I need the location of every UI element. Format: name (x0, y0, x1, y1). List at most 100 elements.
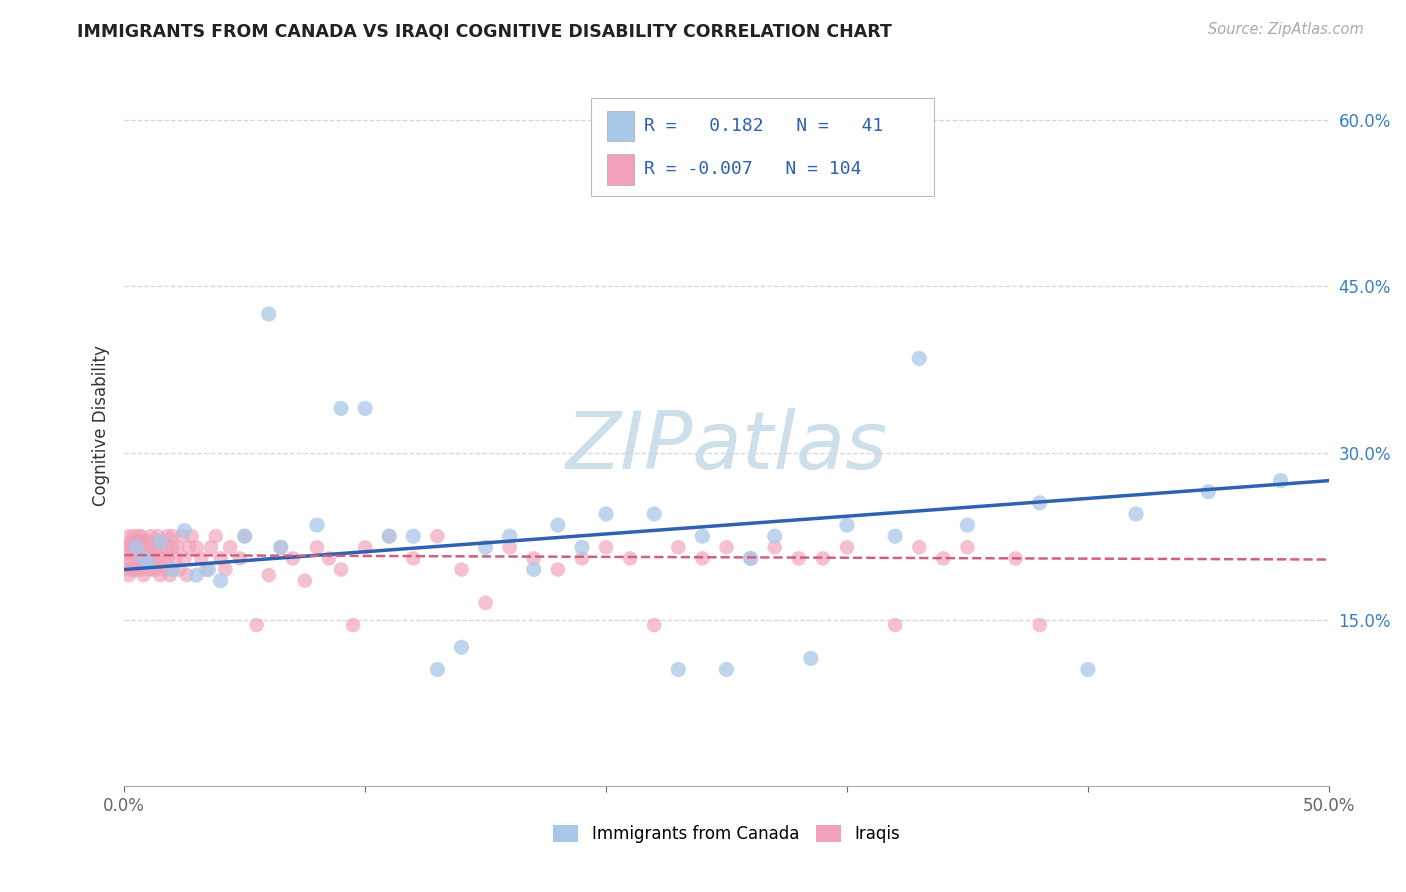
Immigrants from Canada (1125, 507, 1147, 521)
Immigrants from Canada (908, 351, 931, 366)
Immigrants from Canada (595, 507, 617, 521)
Iraqis (139, 541, 162, 555)
Iraqis (200, 541, 222, 555)
Iraqis (146, 551, 169, 566)
Iraqis (125, 534, 148, 549)
Iraqis (257, 568, 280, 582)
Iraqis (180, 529, 202, 543)
Iraqis (120, 534, 142, 549)
Iraqis (115, 562, 138, 576)
Iraqis (153, 541, 176, 555)
Immigrants from Canada (402, 529, 425, 543)
Iraqis (132, 568, 155, 582)
Iraqis (132, 534, 155, 549)
Iraqis (136, 534, 159, 549)
Immigrants from Canada (209, 574, 232, 588)
Iraqis (135, 541, 157, 555)
Text: R =   0.182   N =   41: R = 0.182 N = 41 (644, 118, 883, 136)
Immigrants from Canada (1077, 663, 1099, 677)
Immigrants from Canada (197, 562, 219, 576)
Iraqis (956, 541, 979, 555)
Iraqis (173, 551, 195, 566)
Iraqis (643, 618, 665, 632)
Immigrants from Canada (835, 518, 858, 533)
Iraqis (330, 562, 353, 576)
Iraqis (233, 529, 256, 543)
Immigrants from Canada (956, 518, 979, 533)
Iraqis (135, 551, 157, 566)
Iraqis (294, 574, 316, 588)
Iraqis (136, 551, 159, 566)
Iraqis (129, 562, 152, 576)
Iraqis (139, 529, 162, 543)
Iraqis (835, 541, 858, 555)
Y-axis label: Cognitive Disability: Cognitive Disability (93, 344, 110, 506)
Iraqis (692, 551, 714, 566)
Iraqis (159, 568, 181, 582)
Iraqis (209, 551, 232, 566)
Iraqis (129, 541, 152, 555)
Iraqis (145, 562, 167, 576)
Iraqis (152, 551, 174, 566)
Iraqis (214, 562, 236, 576)
Iraqis (1028, 618, 1050, 632)
Text: R = -0.007   N = 104: R = -0.007 N = 104 (644, 161, 860, 178)
Iraqis (666, 541, 689, 555)
Immigrants from Canada (233, 529, 256, 543)
Iraqis (146, 529, 169, 543)
Iraqis (176, 568, 198, 582)
Iraqis (190, 551, 212, 566)
Iraqis (162, 541, 184, 555)
Immigrants from Canada (1028, 496, 1050, 510)
Iraqis (547, 562, 569, 576)
Iraqis (149, 541, 172, 555)
Iraqis (595, 541, 617, 555)
Iraqis (128, 546, 150, 560)
Immigrants from Canada (136, 557, 159, 571)
Iraqis (402, 551, 425, 566)
Text: IMMIGRANTS FROM CANADA VS IRAQI COGNITIVE DISABILITY CORRELATION CHART: IMMIGRANTS FROM CANADA VS IRAQI COGNITIV… (77, 22, 893, 40)
Iraqis (163, 551, 186, 566)
Iraqis (186, 541, 208, 555)
Iraqis (204, 529, 226, 543)
Iraqis (136, 562, 159, 576)
Iraqis (619, 551, 641, 566)
Iraqis (787, 551, 810, 566)
Immigrants from Canada (330, 401, 353, 416)
Iraqis (246, 618, 269, 632)
Iraqis (120, 551, 142, 566)
Iraqis (523, 551, 546, 566)
Immigrants from Canada (740, 551, 762, 566)
Immigrants from Canada (692, 529, 714, 543)
Iraqis (426, 529, 449, 543)
Iraqis (156, 551, 179, 566)
Iraqis (229, 551, 252, 566)
Immigrants from Canada (547, 518, 569, 533)
Immigrants from Canada (1197, 484, 1219, 499)
Iraqis (156, 529, 179, 543)
Immigrants from Canada (173, 524, 195, 538)
Immigrants from Canada (378, 529, 401, 543)
Immigrants from Canada (132, 551, 155, 566)
Iraqis (763, 541, 786, 555)
Immigrants from Canada (800, 651, 823, 665)
Iraqis (118, 546, 141, 560)
Immigrants from Canada (571, 541, 593, 555)
Immigrants from Canada (1270, 474, 1292, 488)
Iraqis (162, 529, 184, 543)
Iraqis (128, 557, 150, 571)
Iraqis (149, 568, 172, 582)
Immigrants from Canada (499, 529, 522, 543)
Iraqis (115, 541, 138, 555)
Immigrants from Canada (426, 663, 449, 677)
Iraqis (270, 541, 292, 555)
Iraqis (179, 541, 201, 555)
Iraqis (120, 541, 142, 555)
Iraqis (115, 557, 138, 571)
Immigrants from Canada (257, 307, 280, 321)
Immigrants from Canada (125, 541, 148, 555)
Iraqis (166, 541, 188, 555)
Iraqis (740, 551, 762, 566)
Iraqis (153, 562, 176, 576)
Iraqis (499, 541, 522, 555)
